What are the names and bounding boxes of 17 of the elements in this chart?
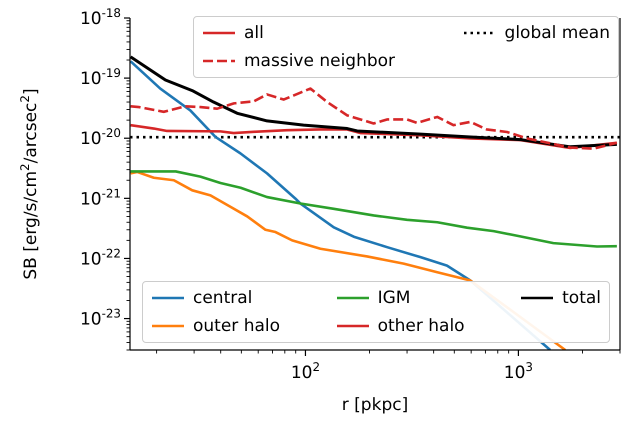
- y-tick-label: 10$^{-20}$: [80, 126, 121, 150]
- legend-label: central: [193, 288, 252, 308]
- y-tick-label: 10$^{-18}$: [80, 6, 121, 29]
- legend-label: outer halo: [193, 316, 280, 336]
- legend-label: global mean: [504, 23, 610, 43]
- legend-label: other halo: [378, 316, 465, 336]
- x-axis-title: r [pkpc]: [342, 395, 408, 415]
- legend-label: massive neighbor: [244, 51, 396, 71]
- legend-label: all: [244, 23, 264, 43]
- x-tick-label: 10$^{3}$: [504, 360, 534, 383]
- y-tick-label: 10$^{-22}$: [80, 246, 121, 270]
- legend-label: total: [562, 288, 601, 308]
- x-tick-label: 10$^{2}$: [290, 360, 320, 383]
- y-tick-label: 10$^{-23}$: [80, 306, 121, 330]
- y-tick-label: 10$^{-21}$: [80, 186, 121, 210]
- y-tick-label: 10$^{-19}$: [80, 66, 121, 90]
- legend-label: IGM: [378, 288, 410, 308]
